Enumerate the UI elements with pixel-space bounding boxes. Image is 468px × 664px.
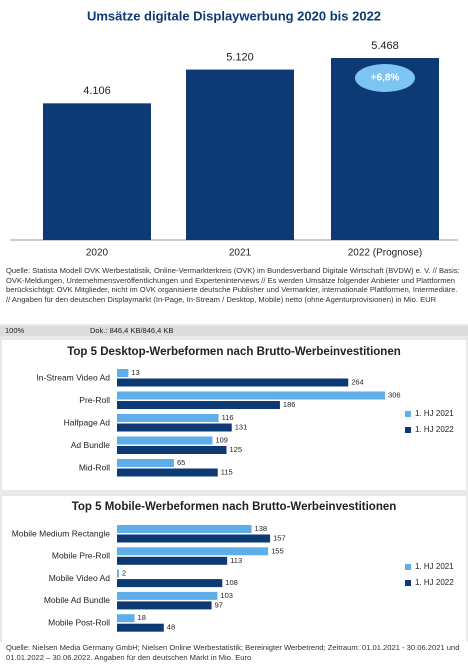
source-panel bbox=[0, 642, 468, 664]
legend-label: 1. HJ 2022 bbox=[415, 425, 454, 434]
bar bbox=[117, 414, 219, 422]
value-label: 13 bbox=[131, 368, 139, 377]
status-bar bbox=[0, 326, 468, 336]
bar bbox=[117, 423, 232, 432]
chart-title: Top 5 Desktop-Werbeformen nach Brutto-We… bbox=[67, 346, 401, 358]
value-label: 113 bbox=[230, 556, 242, 565]
legend-label: 1. HJ 2022 bbox=[415, 578, 454, 587]
legend-label: 1. HJ 2021 bbox=[415, 409, 454, 418]
legend-label: 1. HJ 2021 bbox=[415, 562, 454, 571]
bar bbox=[117, 369, 129, 377]
bar bbox=[117, 468, 218, 477]
value-label: 4.106 bbox=[83, 85, 111, 97]
x-tick-label: 2020 bbox=[86, 248, 109, 259]
bar bbox=[117, 401, 280, 409]
legend-swatch bbox=[405, 427, 411, 433]
category-label: Mobile Ad Bundle bbox=[44, 595, 110, 605]
panel bbox=[2, 340, 466, 490]
value-label: 48 bbox=[167, 623, 175, 632]
annotation: +6,8% bbox=[371, 73, 400, 84]
zoom: 100% bbox=[5, 326, 25, 335]
value-label: 157 bbox=[273, 533, 286, 542]
bar bbox=[117, 547, 269, 556]
category-label: In-Stream Video Ad bbox=[36, 372, 110, 382]
bar bbox=[117, 378, 349, 387]
value-label: 103 bbox=[220, 591, 233, 600]
value-label: 97 bbox=[215, 600, 223, 609]
bar bbox=[117, 591, 218, 600]
category-label: Mobile Post-Roll bbox=[48, 617, 110, 627]
value-label: 264 bbox=[351, 377, 364, 386]
source-panel bbox=[0, 262, 468, 324]
value-label: 18 bbox=[138, 613, 146, 622]
bar bbox=[117, 569, 119, 578]
category-label: Mobile Medium Rectangle bbox=[12, 528, 111, 538]
value-label: 5.120 bbox=[226, 51, 254, 63]
bar bbox=[117, 614, 135, 623]
bar bbox=[117, 446, 227, 454]
category-label: Mobile Video Ad bbox=[49, 573, 111, 583]
legend-swatch bbox=[405, 580, 411, 586]
x-tick-label: 2021 bbox=[229, 248, 252, 259]
bar bbox=[117, 601, 212, 610]
value-label: 138 bbox=[255, 524, 268, 533]
bar bbox=[117, 579, 223, 588]
bar bbox=[117, 459, 174, 467]
value-label: 2 bbox=[122, 569, 126, 578]
bar bbox=[43, 103, 151, 240]
value-label: 116 bbox=[222, 413, 234, 422]
value-label: 155 bbox=[271, 546, 284, 555]
value-label: 115 bbox=[221, 467, 233, 476]
bar bbox=[117, 436, 213, 445]
source-note: Quelle: Nielsen Media Germany GmbH; Niel… bbox=[6, 643, 460, 662]
chart-title: Top 5 Mobile-Werbeformen nach Brutto-Wer… bbox=[72, 501, 397, 513]
chart-title: Umsätze digitale Displaywerbung 2020 bis… bbox=[87, 8, 381, 23]
bar bbox=[186, 69, 294, 240]
bar bbox=[117, 525, 252, 533]
bar bbox=[117, 534, 271, 543]
category-label: Mobile Pre-Roll bbox=[52, 551, 110, 561]
legend-swatch bbox=[405, 411, 411, 417]
category-label: Halfpage Ad bbox=[64, 417, 111, 427]
value-label: 109 bbox=[215, 435, 228, 444]
value-label: 131 bbox=[235, 422, 248, 431]
value-label: 5.468 bbox=[371, 40, 399, 52]
value-label: 108 bbox=[225, 578, 238, 587]
bar bbox=[117, 623, 164, 632]
x-tick-label: 2022 (Prognose) bbox=[348, 248, 423, 259]
category-label: Mid-Roll bbox=[79, 462, 110, 472]
legend-swatch bbox=[405, 564, 411, 570]
doc-size: Dok.: 846,4 KB/846,4 KB bbox=[90, 326, 174, 335]
category-label: Pre-Roll bbox=[79, 395, 110, 405]
annotation-bubble bbox=[355, 64, 415, 92]
value-label: 306 bbox=[388, 390, 401, 399]
value-label: 65 bbox=[177, 458, 185, 467]
panel bbox=[2, 496, 466, 642]
category-label: Ad Bundle bbox=[71, 440, 110, 450]
value-label: 125 bbox=[230, 445, 243, 454]
value-label: 186 bbox=[283, 400, 296, 409]
source-note: Quelle: Statista Modell OVK Werbestatist… bbox=[6, 266, 460, 304]
bar bbox=[117, 556, 228, 565]
bar bbox=[117, 391, 386, 400]
